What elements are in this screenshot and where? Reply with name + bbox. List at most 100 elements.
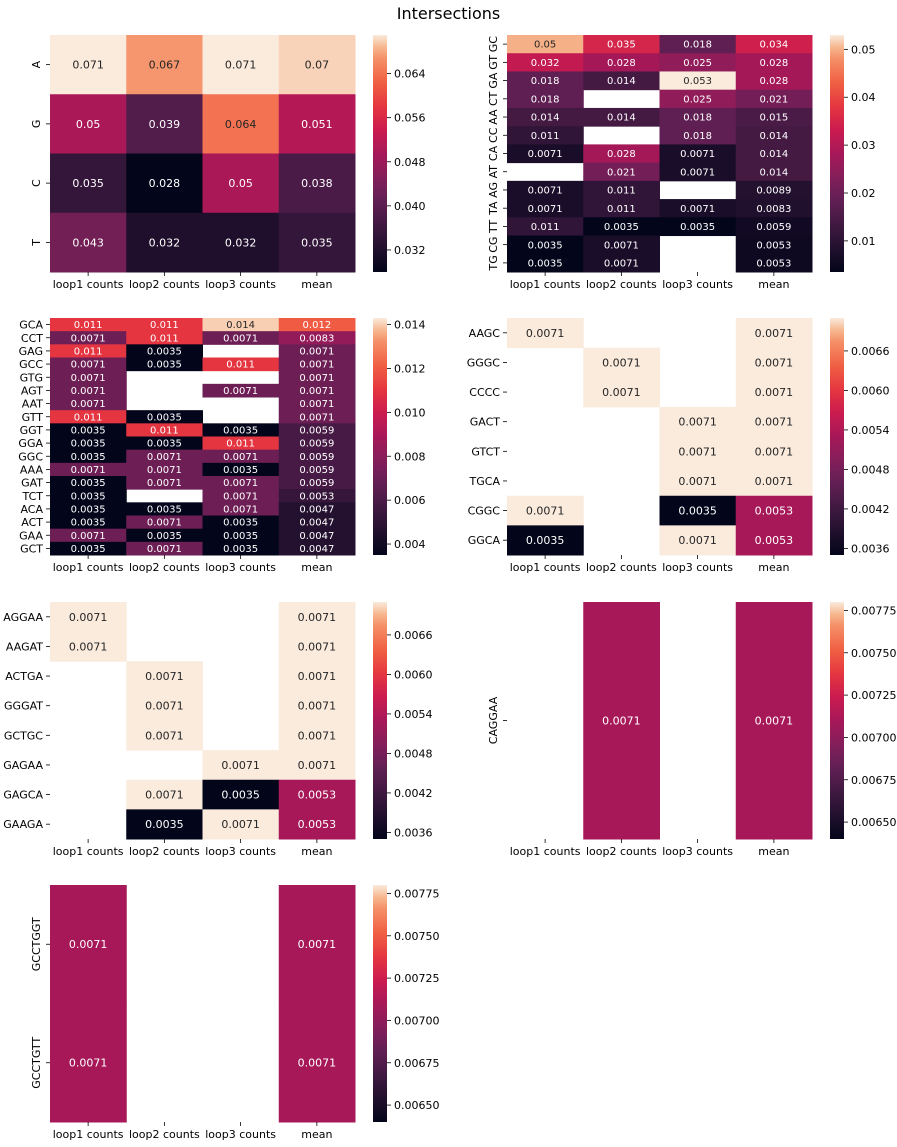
heatmap-cell	[278, 370, 356, 385]
cell-value-label: 0.0071	[755, 327, 794, 340]
heatmap-cell	[202, 449, 280, 464]
heatmap-cell	[735, 377, 813, 408]
heatmap-cell	[278, 602, 356, 633]
cell-value-label: 0.011	[74, 412, 103, 423]
colorbar-tick-label: 0.0054	[851, 424, 890, 437]
cell-value-label: 0.0071	[678, 416, 717, 429]
heatmap-cell	[278, 661, 356, 692]
heatmap-cell	[202, 515, 280, 530]
heatmap-cell	[735, 144, 813, 164]
heatmap-cell	[278, 750, 356, 781]
heatmap-cell	[659, 217, 737, 237]
column-label: loop3 counts	[205, 1128, 276, 1141]
cell-value-label: 0.035	[301, 236, 333, 249]
heatmap-cell	[126, 528, 203, 543]
heatmap-cell	[583, 377, 660, 408]
colorbar-tick-label: 0.008	[394, 450, 426, 463]
cell-value-label: 0.0035	[147, 505, 182, 516]
heatmap-cell	[50, 423, 127, 437]
cell-value-label: 0.038	[301, 177, 333, 190]
heatmap-cell	[202, 502, 280, 516]
cell-value-label: 0.0071	[223, 386, 258, 397]
heatmap-cell	[507, 53, 584, 72]
column-label: loop1 counts	[510, 845, 581, 858]
cell-value-label: 0.0053	[755, 534, 794, 547]
heatmap-cell	[278, 383, 356, 398]
cell-value-label: 0.032	[531, 58, 560, 69]
heatmap-cell	[50, 344, 127, 358]
heatmap-cell	[126, 462, 203, 477]
colorbar-tick-label: 0.0066	[394, 629, 433, 642]
column-label: loop1 counts	[53, 278, 124, 291]
colorbar	[830, 318, 844, 555]
colorbar-tick-label: 0.0036	[851, 542, 890, 555]
cell-value-label: 0.035	[72, 177, 104, 190]
heatmap-cell	[278, 423, 356, 437]
cell-value-label: 0.043	[72, 236, 104, 249]
heatmap-cell	[50, 357, 127, 372]
row-label: CC	[487, 127, 500, 143]
heatmap-cell	[583, 199, 660, 218]
heatmap-cell	[583, 162, 660, 182]
cell-value-label: 0.0071	[299, 347, 334, 358]
heatmap-cell	[507, 495, 584, 526]
cell-value-label: 0.011	[607, 186, 636, 197]
cell-value-label: 0.0071	[755, 356, 794, 369]
heatmap-cell	[202, 383, 280, 398]
cell-value-label: 0.0071	[678, 534, 717, 547]
cell-value-label: 0.0035	[680, 222, 715, 233]
cell-value-label: 0.0035	[526, 534, 565, 547]
cell-value-label: 0.0035	[71, 478, 106, 489]
heatmap-cell	[126, 35, 203, 95]
heatmap-cell	[507, 217, 584, 237]
heatmap-cell	[202, 779, 280, 810]
heatmap-cell	[202, 528, 280, 543]
heatmap-cell	[735, 71, 813, 91]
cell-value-label: 0.0035	[678, 505, 717, 518]
colorbar	[373, 602, 387, 839]
row-label: GGT	[20, 424, 44, 437]
cell-value-label: 0.0071	[755, 416, 794, 429]
heatmap-cell	[278, 515, 356, 530]
colorbar-tick-label: 0.00750	[394, 930, 440, 943]
cell-value-label: 0.0047	[299, 544, 334, 555]
heatmap-cell	[507, 71, 584, 91]
cell-value-label: 0.011	[531, 222, 560, 233]
cell-value-label: 0.0053	[299, 491, 334, 502]
cell-value-label: 0.0035	[71, 505, 106, 516]
row-label: GCTGC	[4, 729, 43, 742]
cell-value-label: 0.0083	[299, 333, 334, 344]
heatmap-cell	[126, 809, 203, 840]
heatmap-cell	[659, 53, 737, 72]
heatmap-cell	[202, 35, 280, 95]
row-label: GCCTGGT	[30, 917, 43, 971]
heatmap-cell	[50, 35, 127, 95]
column-label: mean	[301, 1128, 332, 1141]
column-label: loop2 counts	[586, 845, 657, 858]
heatmap-cell	[126, 720, 203, 751]
heatmap-cell	[583, 53, 660, 72]
cell-value-label: 0.0035	[528, 258, 563, 269]
colorbar-tick-label: 0.004	[394, 538, 426, 551]
heatmap-cell	[735, 35, 813, 54]
column-label: loop1 counts	[53, 561, 124, 574]
cell-value-label: 0.0071	[602, 386, 641, 399]
column-label: loop2 counts	[129, 845, 200, 858]
heatmap-cell	[50, 462, 127, 477]
heatmap-cell	[735, 436, 813, 467]
cell-value-label: 0.0071	[298, 611, 337, 624]
heatmap-cell	[126, 779, 203, 810]
cell-value-label: 0.014	[226, 320, 255, 331]
cell-value-label: 0.0071	[604, 258, 639, 269]
colorbar-tick-label: 0.04	[851, 91, 876, 104]
cell-value-label: 0.0035	[223, 518, 258, 529]
cell-value-label: 0.0071	[680, 167, 715, 178]
heatmap-cell	[278, 631, 356, 662]
heatmap-cell	[126, 661, 203, 692]
heatmap-cell	[507, 253, 584, 273]
row-label: CCT	[21, 332, 43, 345]
cell-value-label: 0.021	[607, 167, 636, 178]
cell-value-label: 0.0071	[71, 531, 106, 542]
row-label: AA	[487, 109, 500, 125]
